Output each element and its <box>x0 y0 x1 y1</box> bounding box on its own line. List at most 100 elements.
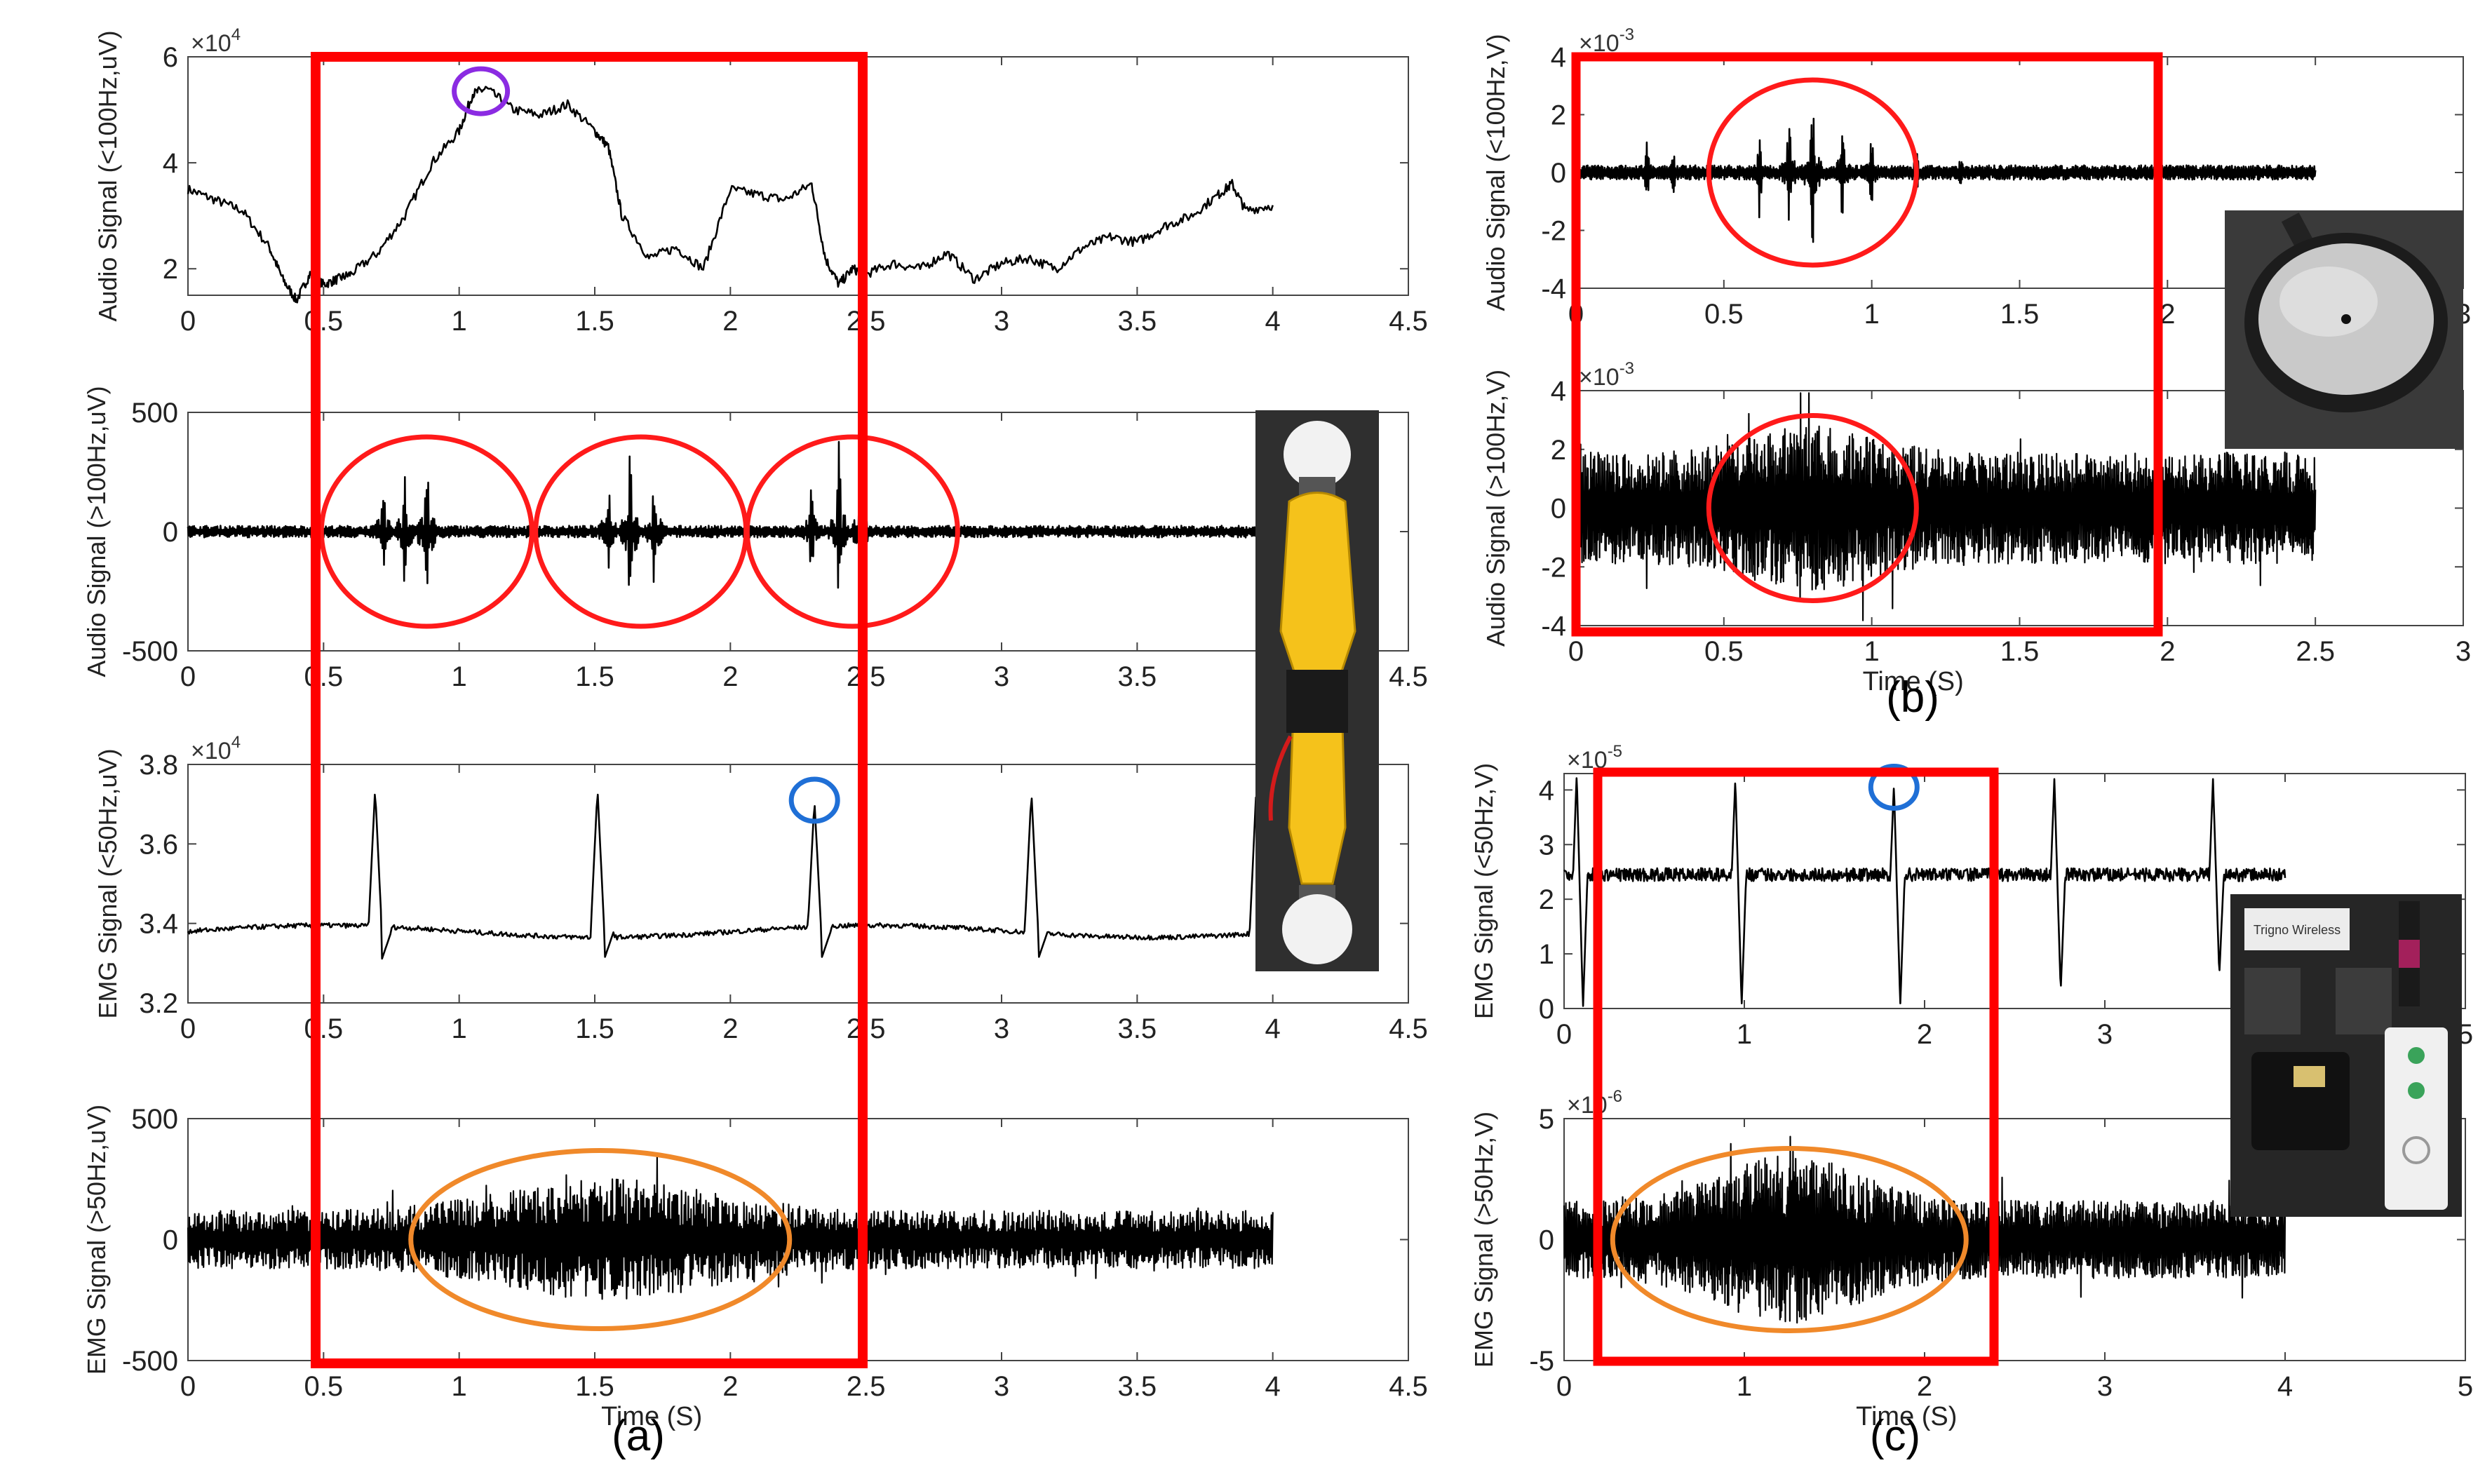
chart-b2: 0 0.5 1 1.5 2 2.5 3 -4 -2 0 2 4 Audio Signal (>100Hz… <box>1481 359 2471 696</box>
x-tick-label: 2.5 <box>847 1371 886 1402</box>
axis-multiplier-exponent: 4 <box>231 25 241 44</box>
annotation-ellipse-orange <box>1610 1146 1969 1333</box>
x-tick-label: 1 <box>452 306 467 337</box>
axis-multiplier-exponent: -6 <box>1608 1087 1622 1106</box>
y-tick-label: 0 <box>1551 494 1566 525</box>
x-tick-label: 0 <box>180 306 196 337</box>
series-trace <box>187 793 1274 960</box>
x-tick-label: 1.5 <box>2000 636 2040 667</box>
x-tick-label: 1.5 <box>575 1013 614 1044</box>
x-tick-label: 2 <box>722 661 738 692</box>
series-trace <box>1563 777 2286 1007</box>
y-tick-label: 4 <box>1551 42 1566 73</box>
sensor-bottom-ball <box>1282 894 1352 964</box>
y-tick-label: 3 <box>1539 830 1554 861</box>
panel-a-highlight-box <box>311 52 868 1368</box>
annotation-circle-red <box>1706 77 1919 268</box>
y-tick-label: 500 <box>131 1104 178 1135</box>
x-tick-label: 0 <box>1556 1371 1572 1402</box>
x-tick-label: 2 <box>722 306 738 337</box>
x-tick-label: 3.5 <box>1118 1013 1157 1044</box>
x-axis-label: Time (S) <box>1863 667 1964 696</box>
x-tick-label: 3 <box>2097 1019 2113 1050</box>
emg-photo-caption: Trigno Wireless <box>2254 923 2341 937</box>
annotation-ellipse-orange <box>408 1148 793 1331</box>
series-trace <box>187 440 1274 589</box>
x-tick-label: 4.5 <box>1389 1371 1428 1402</box>
yellow-sensor-photo <box>1255 410 1379 971</box>
x-tick-label: 3 <box>994 306 1009 337</box>
y-tick-label: -500 <box>122 636 178 667</box>
y-axis-label: Audio Signal (<100Hz,uV) <box>93 30 122 321</box>
emg-case-slot-2 <box>2336 968 2392 1034</box>
y-tick-label: -500 <box>122 1346 178 1377</box>
y-tick-label: 3.8 <box>139 750 178 781</box>
x-tick-label: 4.5 <box>1389 306 1428 337</box>
y-axis-label: Audio Signal (>100Hz,uV) <box>82 386 111 677</box>
y-tick-label: 0 <box>1539 1225 1554 1256</box>
series-trace <box>1575 117 2317 243</box>
emg-antenna-ring <box>2399 940 2420 968</box>
x-tick-label: 0.5 <box>304 1013 344 1044</box>
y-axis-label: EMG Signal (<50Hz,uV) <box>93 748 122 1018</box>
x-tick-label: 1 <box>1737 1371 1752 1402</box>
y-tick-label: 2 <box>1539 884 1554 915</box>
x-tick-label: 5 <box>2458 1371 2473 1402</box>
y-tick-label: 0 <box>163 1225 178 1256</box>
emg-power-button <box>2402 1136 2430 1164</box>
axis-multiplier-exponent: 4 <box>231 733 241 752</box>
x-tick-label: 0.5 <box>1704 636 1744 667</box>
y-tick-label: 4 <box>163 148 178 179</box>
y-tick-label: 4 <box>1551 376 1566 407</box>
y-tick-label: -4 <box>1541 274 1566 304</box>
axis-multiplier-exponent: -3 <box>1619 25 1634 44</box>
y-axis-label: Audio Signal (<100Hz,V) <box>1481 34 1510 311</box>
x-axis-label: Time (S) <box>1856 1402 1957 1431</box>
x-axis-label: Time (S) <box>601 1402 702 1431</box>
x-tick-label: 1 <box>1864 299 1880 330</box>
panel-label-b: (b) <box>1886 673 1939 722</box>
y-axis-label: EMG Signal (>50Hz,V) <box>1469 1112 1498 1368</box>
y-tick-label: -5 <box>1529 1346 1554 1377</box>
annotation-ellipse-red <box>744 434 960 629</box>
emg-base-station <box>2385 1027 2448 1210</box>
y-axis-label: EMG Signal (>50Hz,uV) <box>82 1105 111 1375</box>
axis-multiplier-exponent: -5 <box>1608 742 1622 761</box>
x-tick-label: 4.5 <box>1389 1013 1428 1044</box>
y-tick-label: -2 <box>1541 552 1566 583</box>
emg-photo-label-card <box>2244 908 2350 950</box>
x-tick-label: 0 <box>1556 1019 1572 1050</box>
emg-status-led <box>2408 1047 2425 1064</box>
series-trace <box>1575 392 2317 621</box>
x-tick-label: 0 <box>1568 636 1584 667</box>
x-tick-label: 4 <box>2277 1371 2293 1402</box>
x-tick-label: 3 <box>2097 1371 2113 1402</box>
annotation-circle-purple <box>452 66 511 116</box>
y-tick-label: 0 <box>1551 158 1566 189</box>
annotation-ellipse-red <box>318 434 534 629</box>
x-tick-label: 2 <box>1917 1019 1932 1050</box>
x-tick-label: 3 <box>994 1371 1009 1402</box>
y-tick-label: 2 <box>1551 100 1566 131</box>
stethoscope-highlight <box>2279 267 2378 337</box>
x-tick-label: 1 <box>452 1371 467 1402</box>
x-tick-label: 2 <box>1917 1371 1932 1402</box>
x-tick-label: 3.5 <box>1118 306 1157 337</box>
panel-c-highlight-box <box>1593 767 1999 1366</box>
y-axis-label: EMG Signal (<50Hz,V) <box>1469 763 1498 1019</box>
y-tick-label: 500 <box>131 398 178 429</box>
stethoscope-center <box>2341 314 2351 324</box>
x-tick-label: 0 <box>180 661 196 692</box>
x-tick-label: 0.5 <box>304 1371 344 1402</box>
x-tick-label: 1.5 <box>2000 299 2040 330</box>
x-tick-label: 0.5 <box>1704 299 1744 330</box>
y-tick-label: -2 <box>1541 216 1566 247</box>
y-tick-label: 5 <box>1539 1104 1554 1135</box>
stethoscope-photo <box>2225 210 2463 449</box>
x-tick-label: 2 <box>2160 299 2175 330</box>
